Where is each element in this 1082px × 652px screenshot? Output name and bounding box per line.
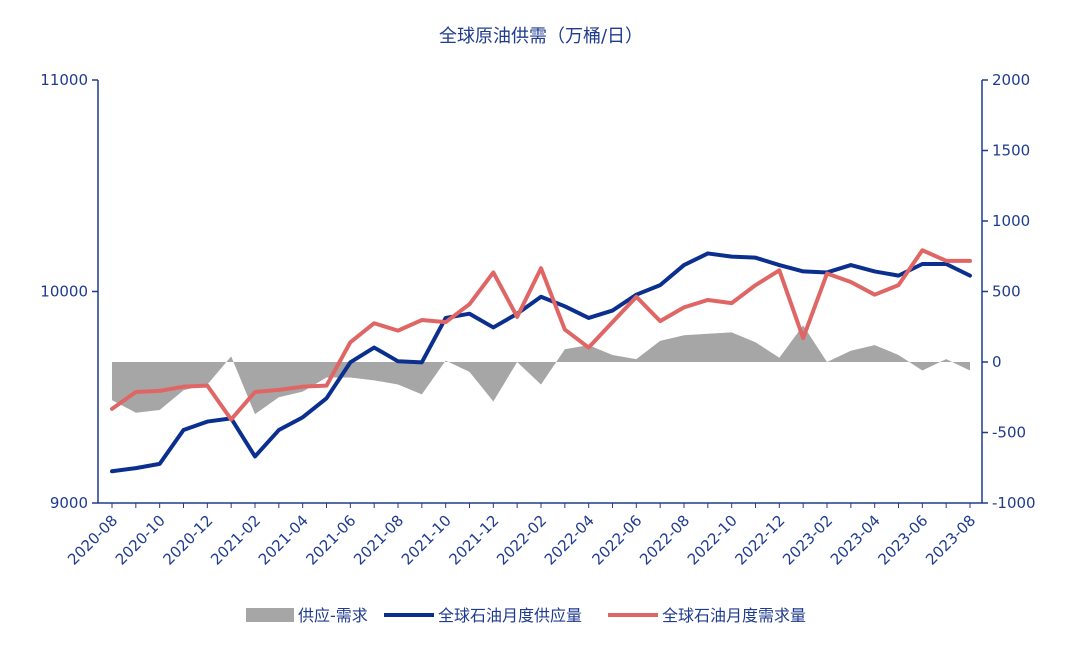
legend-swatch (246, 608, 294, 622)
legend: 供应-需求 全球石油月度供应量 全球石油月度需求量 (246, 606, 806, 625)
y-left-tick-label: 10000 (40, 283, 88, 301)
x-tick-label: 2023-02 (779, 511, 836, 568)
x-tick-label: 2022-12 (731, 511, 788, 568)
axes-layer: 9000 10000 11000 -1000 -500 0 500 1000 1500 2000 2… (40, 71, 1035, 569)
x-tick-label: 2023-06 (874, 511, 931, 568)
area-layer (112, 325, 970, 415)
y-left-tick-label: 11000 (40, 71, 88, 89)
x-tick-label: 2022-06 (588, 511, 645, 568)
legend-item-demand: 全球石油月度需求量 (608, 606, 806, 625)
x-tick-label: 2020-12 (159, 511, 216, 568)
x-tick-label: 2021-04 (255, 511, 312, 568)
y-right-tick-label: 0 (992, 353, 1002, 371)
legend-label: 全球石油月度供应量 (438, 606, 582, 625)
x-tick-label: 2023-04 (827, 511, 884, 568)
y-right-tick-label: -500 (992, 424, 1026, 442)
legend-label: 全球石油月度需求量 (662, 606, 806, 625)
legend-item-supply-demand-gap: 供应-需求 (246, 606, 368, 625)
x-tick-label: 2020-10 (112, 511, 169, 568)
x-tick-label: 2020-08 (64, 511, 121, 568)
x-tick-label: 2021-12 (445, 511, 502, 568)
lines-layer (110, 248, 972, 474)
y-right-tick-label: 1000 (992, 212, 1030, 230)
legend-item-supply: 全球石油月度供应量 (384, 606, 582, 625)
x-tick-label: 2021-02 (207, 511, 264, 568)
x-tick-label: 2021-08 (350, 511, 407, 568)
y-right-tick-label: 1500 (992, 142, 1030, 160)
y-right-tick-label: 2000 (992, 71, 1030, 89)
x-tick-label: 2022-04 (541, 511, 598, 568)
chart-title: 全球原油供需（万桶/日） (439, 26, 643, 47)
x-tick-label: 2022-02 (493, 511, 550, 568)
x-tick-label: 2021-06 (302, 511, 359, 568)
y-left-tick-label: 9000 (50, 494, 88, 512)
x-tick-label: 2023-08 (922, 511, 979, 568)
series-line-demand (110, 248, 972, 422)
x-tick-label: 2022-10 (684, 511, 741, 568)
x-tick-label: 2021-10 (398, 511, 455, 568)
y-right-tick-label: 500 (992, 283, 1021, 301)
y-right-tick-label: -1000 (992, 494, 1036, 512)
x-tick-label: 2022-08 (636, 511, 693, 568)
legend-label: 供应-需求 (298, 606, 368, 625)
series-area-supply-demand-gap (112, 325, 970, 415)
